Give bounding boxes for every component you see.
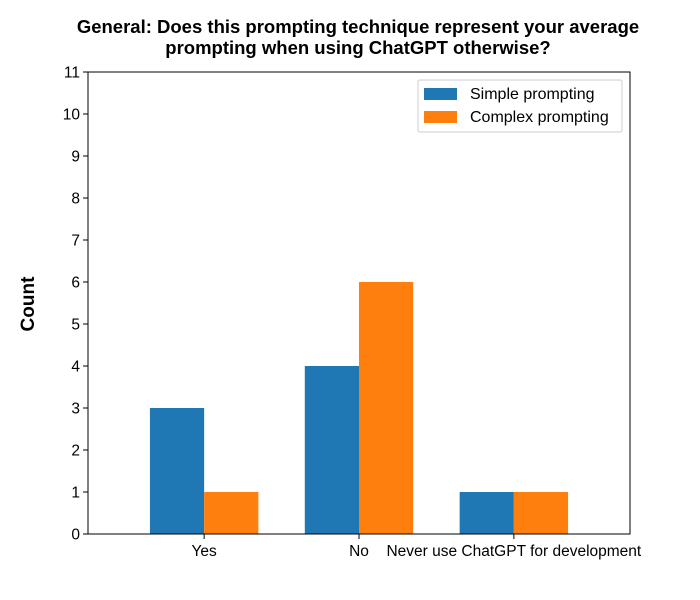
legend-swatch-1: [424, 111, 457, 123]
x-tick-label: Yes: [191, 543, 217, 560]
y-ticks-group: 0 1 2 3 4 5 6 7 8 9 10 11: [63, 65, 88, 544]
x-tick-label: No: [349, 543, 369, 560]
y-tick-label: 8: [71, 191, 80, 208]
bar-complex-1: [359, 282, 414, 534]
legend: Simple prompting Complex prompting: [417, 79, 623, 133]
bars-group: [149, 282, 569, 534]
plot-frame: [87, 71, 631, 535]
legend-swatch-0: [424, 88, 457, 100]
y-tick-label: 7: [71, 233, 80, 250]
y-tick-label: 6: [71, 275, 80, 292]
bar-complex-2: [513, 492, 569, 534]
y-tick-label: 4: [71, 359, 80, 376]
y-tick-label: 1: [71, 485, 80, 502]
chart-title-line-1: General: Does this prompting technique r…: [77, 16, 639, 37]
legend-label-1: Complex prompting: [470, 109, 609, 126]
x-ticks-group: Yes No Never use ChatGPT for development: [191, 534, 642, 560]
y-tick-label: 3: [71, 401, 80, 418]
y-tick-label: 10: [63, 107, 81, 124]
bar-simple-2: [459, 492, 514, 534]
bar-simple-0: [149, 408, 205, 534]
x-tick-label: Never use ChatGPT for development: [386, 543, 641, 560]
y-axis-label: Count: [18, 276, 39, 332]
y-tick-label: 0: [71, 527, 80, 544]
y-tick-label: 11: [64, 65, 80, 82]
legend-frame: [417, 79, 623, 133]
y-tick-label: 2: [71, 443, 80, 460]
legend-label-0: Simple prompting: [470, 86, 595, 103]
chart-title-line-2: prompting when using ChatGPT otherwise?: [165, 37, 550, 58]
y-tick-label: 9: [71, 149, 80, 166]
y-tick-label: 5: [71, 317, 80, 334]
bar-complex-0: [204, 492, 259, 534]
bar-simple-1: [304, 366, 359, 534]
